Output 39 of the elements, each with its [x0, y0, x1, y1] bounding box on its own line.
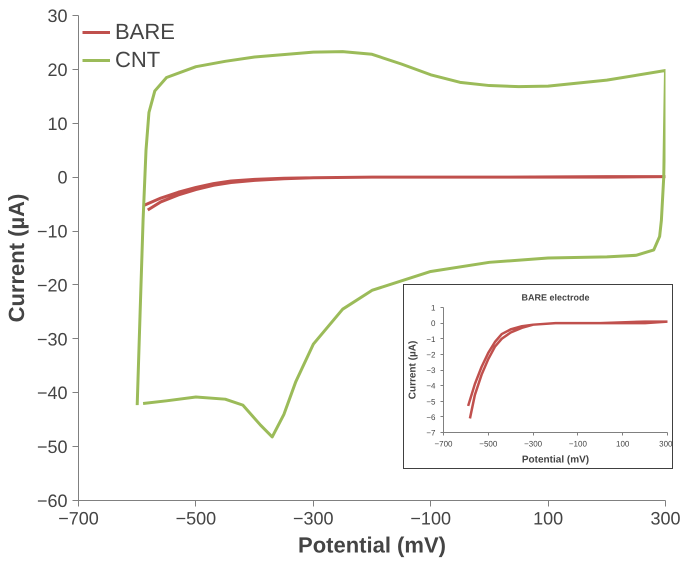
x-tick-label: −300 — [524, 440, 543, 448]
y-axis-title: Current (µA) — [407, 340, 418, 400]
y-tick-label: 20 — [47, 60, 68, 80]
x-tick-label: 300 — [659, 440, 674, 448]
legend-label: BARE — [115, 19, 175, 45]
y-tick-label: −6 — [426, 412, 436, 422]
y-tick-label: −1 — [426, 334, 436, 344]
y-tick-label: 0 — [431, 319, 436, 328]
x-tick-label: 100 — [533, 508, 564, 528]
x-axis-title: Potential (mV) — [298, 532, 446, 558]
x-tick-label: −100 — [410, 508, 451, 528]
y-tick-label: −10 — [36, 222, 68, 242]
y-tick-label: −40 — [36, 383, 68, 404]
y-tick-label: −60 — [36, 491, 68, 511]
x-tick-label: 300 — [650, 508, 681, 528]
y-tick-label: −50 — [36, 437, 68, 458]
x-tick-label: −300 — [293, 508, 334, 528]
x-tick-label: 100 — [616, 440, 630, 448]
y-tick-label: 30 — [47, 6, 68, 26]
x-tick-label: −700 — [58, 508, 99, 528]
chart-title: BARE electrode — [521, 292, 590, 302]
legend-label: CNT — [115, 47, 160, 73]
y-tick-label: −7 — [426, 428, 436, 438]
x-tick-label: −500 — [176, 508, 216, 528]
y-tick-label: 0 — [57, 168, 68, 188]
y-tick-label: −2 — [426, 350, 436, 360]
x-tick-label: −700 — [434, 440, 454, 448]
y-tick-label: −5 — [426, 397, 436, 406]
y-tick-label: 1 — [431, 304, 436, 312]
y-tick-label: −3 — [426, 366, 436, 375]
line-series — [466, 320, 668, 420]
x-tick-label: −100 — [568, 440, 588, 448]
y-tick-label: 10 — [47, 114, 68, 134]
y-axis-title: Current (µA) — [4, 194, 29, 322]
x-tick-label: −500 — [479, 440, 498, 448]
y-tick-label: −20 — [36, 275, 68, 296]
y-tick-label: −30 — [36, 329, 68, 350]
y-tick-label: −4 — [426, 382, 436, 391]
x-axis-title: Potential (mV) — [522, 454, 590, 466]
